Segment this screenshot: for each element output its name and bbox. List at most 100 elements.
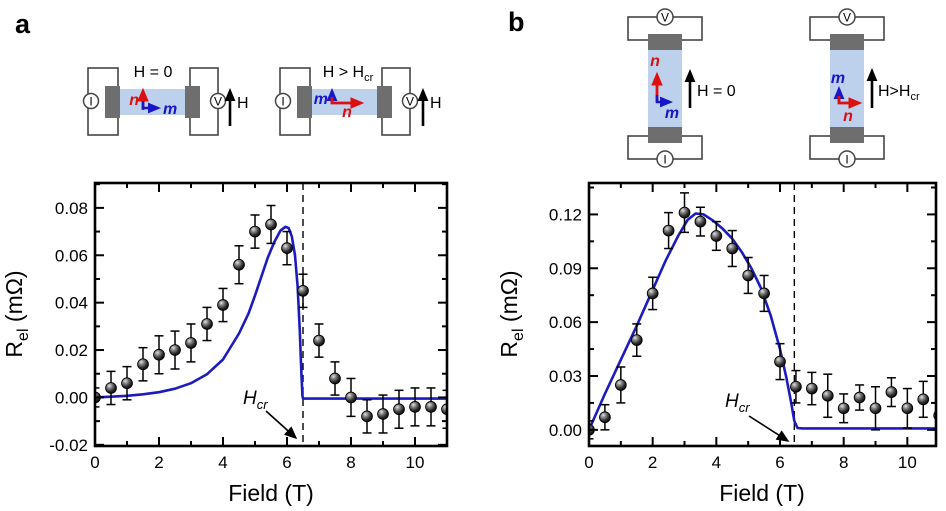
neel-vector-label: n	[342, 104, 352, 121]
data-marker	[345, 391, 357, 404]
current-meter-circle	[274, 92, 292, 110]
data-point	[345, 377, 357, 418]
data-point	[425, 387, 437, 427]
y-tick-label: 0.04	[55, 294, 88, 313]
y-tick-label: 0.06	[549, 313, 582, 332]
voltage-meter-label: V	[406, 95, 414, 109]
data-marker	[313, 334, 325, 347]
voltage-meter-label: V	[214, 95, 222, 109]
field-condition-label: H>Hcr	[878, 83, 920, 103]
data-marker	[774, 355, 786, 368]
y-axis-title: Rel (mΩ)	[496, 270, 527, 357]
x-tick-label: 0	[584, 453, 593, 472]
contact-right	[377, 86, 392, 118]
plot-b-rendered-layers: 0 2 4 6 8 10 0.00 0.03 0.06 0.09 0.12	[549, 181, 938, 472]
neel-vector-arrow	[330, 97, 365, 109]
data-marker	[869, 402, 882, 415]
data-marker	[409, 401, 421, 413]
neel-vector-label: n	[129, 92, 139, 109]
data-point	[377, 394, 389, 434]
data-point	[646, 276, 659, 311]
voltage-meter-circle	[656, 8, 674, 26]
schematic-a-device-h0: I V H = 0 n m H	[82, 64, 249, 136]
data-point	[901, 387, 914, 429]
data-marker	[281, 242, 293, 255]
data-point	[837, 393, 850, 424]
field-arrow-label: H	[237, 95, 249, 112]
contact-left	[297, 86, 312, 118]
data-marker	[790, 380, 802, 393]
data-point	[710, 220, 723, 252]
data-point	[774, 342, 786, 381]
data-point	[281, 230, 293, 266]
data-marker	[265, 218, 277, 231]
x-axis-title: Field (T)	[228, 480, 314, 506]
current-meter-circle	[82, 92, 100, 110]
data-point	[853, 384, 866, 411]
data-point	[409, 387, 421, 427]
data-marker	[297, 284, 309, 297]
current-meter-label: I	[89, 95, 92, 109]
panel-b-label: b	[508, 7, 525, 37]
y-tick-label: 0.08	[55, 199, 88, 218]
data-marker	[853, 391, 866, 404]
neel-vector-arrow	[837, 96, 863, 109]
data-point	[169, 330, 181, 370]
contact-right	[185, 86, 200, 118]
data-point	[105, 370, 117, 406]
data-layer	[95, 204, 447, 434]
data-marker	[805, 382, 818, 395]
y-tick-label: -0.02	[49, 436, 88, 455]
hcr-annotation-arrow	[748, 415, 790, 442]
contact-bottom	[648, 127, 682, 143]
x-tick-label: 8	[839, 453, 848, 472]
data-point	[917, 380, 930, 419]
data-point	[217, 287, 229, 323]
data-point	[599, 403, 611, 431]
contact-bottom	[830, 127, 864, 143]
data-point	[137, 346, 149, 382]
field-condition-label: H > Hcr	[323, 64, 374, 84]
sample-bar	[648, 50, 682, 127]
data-marker	[137, 358, 149, 371]
field-arrow-label: H	[430, 95, 442, 112]
data-marker	[329, 372, 341, 385]
data-point	[758, 274, 770, 313]
data-point	[121, 365, 133, 401]
field-condition-label: H = 0	[697, 83, 736, 100]
x-tick-label: 4	[712, 453, 721, 472]
moment-vector-arrow	[655, 95, 674, 108]
y-tick-label: 0.00	[549, 421, 582, 440]
data-marker	[901, 402, 914, 415]
schematic-panel-b: V I n m H = 0 V I m n H>Hcr	[627, 8, 920, 168]
data-marker	[678, 206, 691, 219]
data-point	[297, 273, 309, 309]
schematic-b-device-h0: V I n m H = 0	[627, 8, 736, 168]
data-point	[185, 323, 197, 363]
data-marker	[169, 344, 181, 356]
schematic-a-device-above-hcr: I V H > Hcr m n H	[274, 64, 442, 136]
voltage-meter-label: V	[661, 11, 669, 25]
y-axis-title: Rel (mΩ)	[1, 270, 32, 357]
x-tick-label: 6	[775, 453, 784, 472]
data-point	[726, 229, 739, 268]
data-marker	[599, 411, 611, 424]
data-point	[201, 306, 213, 342]
panel-a-label: a	[15, 9, 31, 39]
data-marker	[105, 382, 117, 394]
chart-panel-b: 0 2 4 6 8 10 0.00 0.03 0.06 0.09 0.12 Field (T) Re…	[496, 181, 938, 506]
data-marker	[726, 242, 739, 255]
moment-vector-label: m	[831, 70, 845, 87]
moment-vector-arrow	[141, 101, 162, 114]
data-marker	[646, 287, 659, 300]
data-marker	[377, 408, 389, 420]
data-point	[790, 369, 802, 404]
y-tick-label: 0.12	[549, 205, 582, 224]
x-tick-label: 10	[406, 453, 425, 472]
schematic-panel-a: I V H = 0 n m H I V H > Hcr m n	[82, 64, 442, 136]
data-point	[265, 204, 277, 245]
contact-left	[105, 86, 120, 118]
data-point	[614, 366, 627, 404]
voltage-meter-circle	[209, 92, 227, 110]
